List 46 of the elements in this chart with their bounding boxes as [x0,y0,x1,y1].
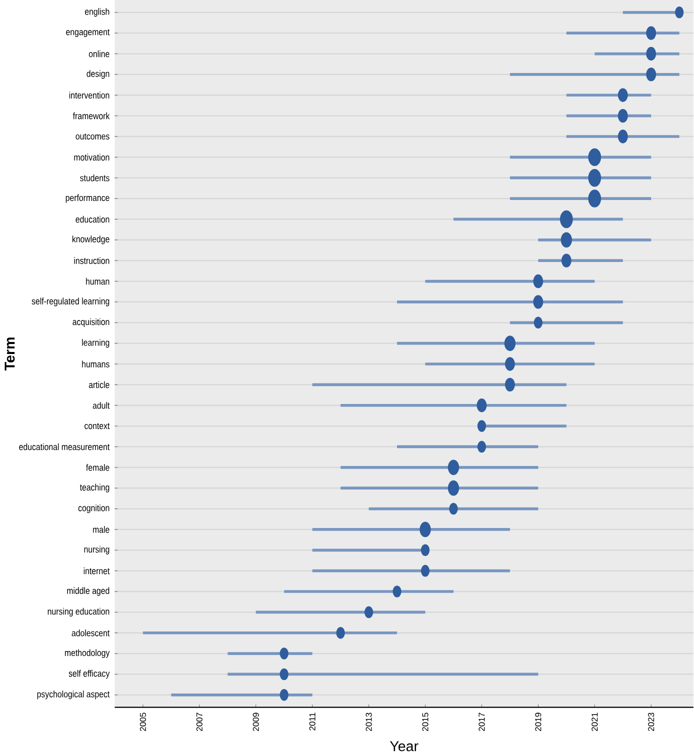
y-tick-label: human [86,278,110,285]
y-axis-title: Term [4,338,15,370]
y-tick-label: nursing education [48,608,110,617]
y-tick-label: framework [72,112,110,120]
x-tick-label: 2005 [140,712,146,732]
y-tick-label: methodology [64,649,110,658]
y-tick-label: online [88,50,110,58]
x-tick-label: 2021 [592,712,598,732]
y-tick-label: nursing [84,546,110,554]
y-tick-label: self-regulated learning [32,298,110,306]
y-tick-label: context [84,423,110,430]
y-tick-label: article [88,381,110,388]
y-tick-label: instruction [74,257,110,264]
y-tick-label: educational measurement [19,443,110,450]
y-tick-label: motivation [74,154,110,161]
y-tick-label: male [93,526,110,533]
y-tick-label: cognition [78,504,110,514]
x-tick-label: 2009 [252,712,259,732]
y-tick-label: female [86,464,110,471]
y-tick-label: adolescent [72,629,110,636]
y-tick-label: english [84,8,110,17]
y-tick-label: self efficacy [68,670,110,679]
y-tick-label: outcomes [76,133,110,140]
y-tick-label: engagement [66,29,110,38]
y-tick-label: psychological aspect [37,690,110,700]
y-tick-label: teaching [80,484,110,492]
x-axis-title: Year [390,741,418,752]
y-tick-label: humans [82,360,110,368]
y-tick-label: internet [84,567,110,574]
x-tick-label: 2017 [478,712,485,732]
x-tick-label: 2007 [196,712,202,732]
y-tick-label: education [76,216,110,223]
y-tick-label: adult [92,402,110,409]
y-tick-label: intervention [69,92,110,99]
x-tick-label: 2019 [535,712,542,732]
x-tick-label: 2011 [309,712,316,730]
y-tick-label: acquisition [72,318,110,327]
x-tick-label: 2023 [648,712,654,732]
y-tick-label: learning [82,339,110,348]
y-tick-label: students [80,174,110,182]
y-tick-label: knowledge [72,236,110,244]
y-tick-label: middle aged [67,587,110,596]
x-tick-label: 2015 [422,712,428,732]
x-tick-label: 2013 [366,712,372,732]
y-tick-label: performance [66,194,110,203]
y-tick-label: design [86,70,110,79]
